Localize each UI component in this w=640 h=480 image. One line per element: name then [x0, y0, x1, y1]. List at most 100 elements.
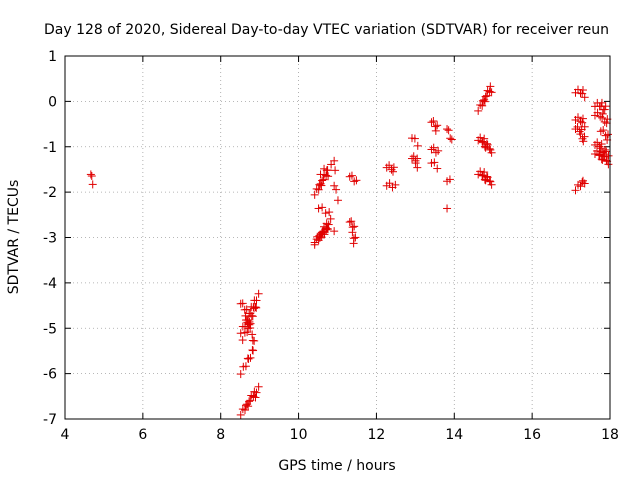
data-point	[385, 161, 394, 170]
x-tick-label: 12	[368, 427, 386, 443]
data-point	[576, 182, 585, 191]
data-point	[389, 167, 398, 176]
data-point	[350, 177, 359, 186]
data-point	[580, 179, 589, 188]
data-point	[593, 108, 602, 117]
data-point	[413, 154, 422, 163]
data-point	[347, 217, 356, 226]
y-tick-label: -5	[43, 321, 57, 337]
data-point	[348, 228, 357, 237]
data-point	[87, 172, 96, 181]
data-point	[600, 105, 609, 114]
data-point	[324, 220, 333, 229]
data-point	[486, 145, 495, 154]
y-tick-label: -1	[43, 140, 57, 156]
data-point	[246, 353, 255, 362]
data-point	[248, 312, 257, 321]
data-point	[333, 196, 342, 205]
data-point	[310, 238, 319, 247]
data-point	[254, 382, 263, 391]
data-point	[482, 91, 491, 100]
data-point	[597, 140, 606, 149]
data-point	[596, 147, 605, 156]
data-point	[480, 97, 489, 106]
data-point	[252, 303, 261, 312]
data-point	[247, 311, 256, 320]
y-tick-label: 0	[48, 94, 57, 110]
data-point	[244, 354, 253, 363]
data-point	[321, 209, 330, 218]
data-point	[246, 319, 255, 328]
data-point	[319, 175, 328, 184]
data-point	[486, 82, 495, 91]
data-point	[444, 126, 453, 135]
data-point	[427, 118, 436, 127]
data-point	[324, 172, 333, 181]
data-point	[323, 224, 332, 233]
y-tick-label: 1	[48, 49, 57, 65]
data-point	[352, 176, 361, 185]
data-point	[446, 134, 455, 143]
data-point	[602, 119, 611, 128]
data-point	[595, 151, 604, 160]
data-point	[312, 184, 321, 193]
data-point	[325, 208, 334, 217]
data-point	[430, 158, 439, 167]
data-point	[571, 186, 580, 195]
data-point	[597, 98, 606, 107]
data-point	[345, 172, 354, 181]
data-point	[248, 330, 257, 339]
x-tick-label: 16	[523, 427, 541, 443]
data-point	[478, 171, 487, 180]
x-tick-label: 6	[138, 427, 147, 443]
data-point	[345, 218, 354, 227]
data-point	[242, 305, 251, 314]
data-point	[573, 122, 582, 131]
data-point	[88, 180, 97, 189]
data-point	[249, 346, 258, 355]
data-point	[248, 336, 257, 345]
x-tick-label: 4	[61, 427, 70, 443]
x-tick-label: 18	[601, 427, 619, 443]
data-point	[391, 180, 400, 189]
data-point	[330, 227, 339, 236]
data-point	[330, 156, 339, 165]
data-point	[431, 122, 440, 131]
data-point	[478, 101, 487, 110]
y-tick-label: -7	[43, 412, 57, 428]
data-point	[603, 130, 612, 139]
data-point	[443, 125, 452, 134]
data-point	[485, 176, 494, 185]
data-point	[601, 145, 610, 154]
data-point	[431, 126, 440, 135]
data-point	[331, 166, 340, 175]
data-point	[323, 166, 332, 175]
data-point	[598, 109, 607, 118]
data-point	[314, 204, 323, 213]
data-point	[592, 146, 601, 155]
y-tick-label: -4	[43, 276, 57, 292]
data-point	[238, 336, 247, 345]
data-point	[576, 130, 585, 139]
chart-title: Day 128 of 2020, Sidereal Day-to-day VTE…	[44, 22, 609, 38]
y-tick-labels: -7 -6 -5 -4 -3 -2 -1 0 1	[43, 49, 57, 428]
data-point	[389, 163, 398, 172]
data-point	[480, 134, 489, 143]
data-point	[322, 225, 331, 234]
y-tick-label: -6	[43, 367, 57, 383]
data-point	[245, 320, 254, 329]
data-point	[579, 137, 588, 146]
data-point	[486, 177, 495, 186]
data-point	[243, 328, 252, 337]
data-point	[478, 96, 487, 105]
data-point	[482, 139, 491, 148]
data-point	[322, 171, 331, 180]
data-point	[580, 93, 589, 102]
data-point	[433, 164, 442, 173]
data-point	[476, 133, 485, 142]
data-point	[445, 175, 454, 184]
y-tick-label: -3	[43, 231, 57, 247]
data-point	[251, 393, 260, 402]
data-point	[248, 346, 257, 355]
